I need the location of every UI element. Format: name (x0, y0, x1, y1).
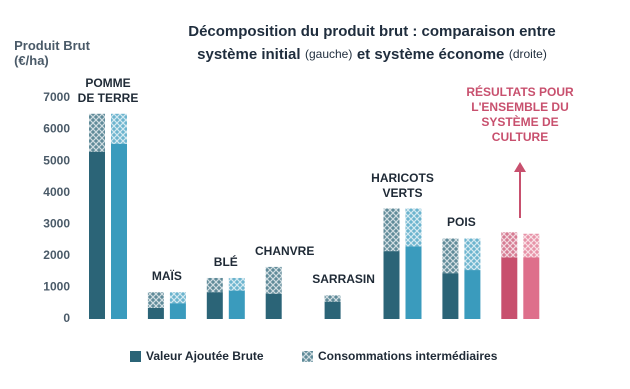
bar-segment (169, 303, 186, 319)
bar-segment (228, 290, 245, 319)
chart-subtitle: système initial (gauche) et système écon… (197, 46, 547, 63)
bar-segment (324, 301, 341, 319)
legend-swatch (130, 351, 141, 362)
y-tick-label: 1000 (43, 280, 70, 294)
y-tick-label: 2000 (43, 248, 70, 262)
bar-segment (89, 113, 105, 152)
bar-segment (206, 277, 223, 293)
bar-segment (111, 143, 127, 319)
y-axis-label: Produit Brut (€/ha) (14, 38, 90, 68)
bar-segment (265, 266, 282, 294)
y-tick-label: 6000 (43, 122, 70, 136)
bar-segment (442, 273, 459, 319)
annotation: RÉSULTATS POUR L'ENSEMBLE DU SYSTÈME DE … (466, 85, 574, 144)
bar-segment (169, 292, 186, 304)
bar-segment (405, 208, 422, 247)
bar-segment (383, 208, 400, 252)
bar-segment (523, 233, 540, 258)
bar-segment (383, 251, 400, 319)
category-label: CHANVRE (255, 243, 315, 258)
chart-title: Décomposition du produit brut : comparai… (188, 23, 556, 40)
y-tick-label: 0 (63, 311, 70, 325)
legend-label: Valeur Ajoutée Brute (146, 349, 264, 363)
category-label: SARRASIN (312, 272, 375, 287)
y-tick-label: 4000 (43, 185, 70, 199)
bar-segment (324, 295, 341, 302)
bar-segment (464, 270, 481, 319)
legend-label: Consommations intermédiaires (318, 349, 498, 363)
bar-segment (265, 293, 282, 319)
y-tick-label: 3000 (43, 216, 70, 230)
title-part: système initial (197, 46, 300, 63)
bar-segment (405, 246, 422, 319)
bar-segment (228, 277, 245, 291)
category-label: HARICOTS VERTS (371, 170, 434, 200)
bar-segment (89, 151, 105, 319)
category-label: MAÏS (151, 269, 182, 284)
category-label: BLÉ (213, 254, 238, 269)
category-label: POIS (447, 215, 476, 230)
bar-segment (206, 292, 223, 319)
y-tick-label: 7000 (43, 90, 70, 104)
annotation-arrowhead (514, 162, 526, 172)
bar-segment (501, 257, 518, 319)
title-part: (droite) (509, 47, 547, 61)
title-part: et système économe (357, 46, 505, 63)
bar-segment (501, 232, 518, 258)
bar-segment (147, 292, 164, 308)
category-label: POMME DE TERRE (77, 75, 139, 105)
y-tick-label: 5000 (43, 153, 70, 167)
legend-swatch (302, 351, 313, 362)
bar-segment (464, 238, 481, 271)
bar-segment (111, 113, 127, 144)
bar-segment (147, 307, 164, 319)
title-part: (gauche) (305, 47, 352, 61)
bar-segment (442, 238, 459, 274)
bar-segment (523, 257, 540, 319)
